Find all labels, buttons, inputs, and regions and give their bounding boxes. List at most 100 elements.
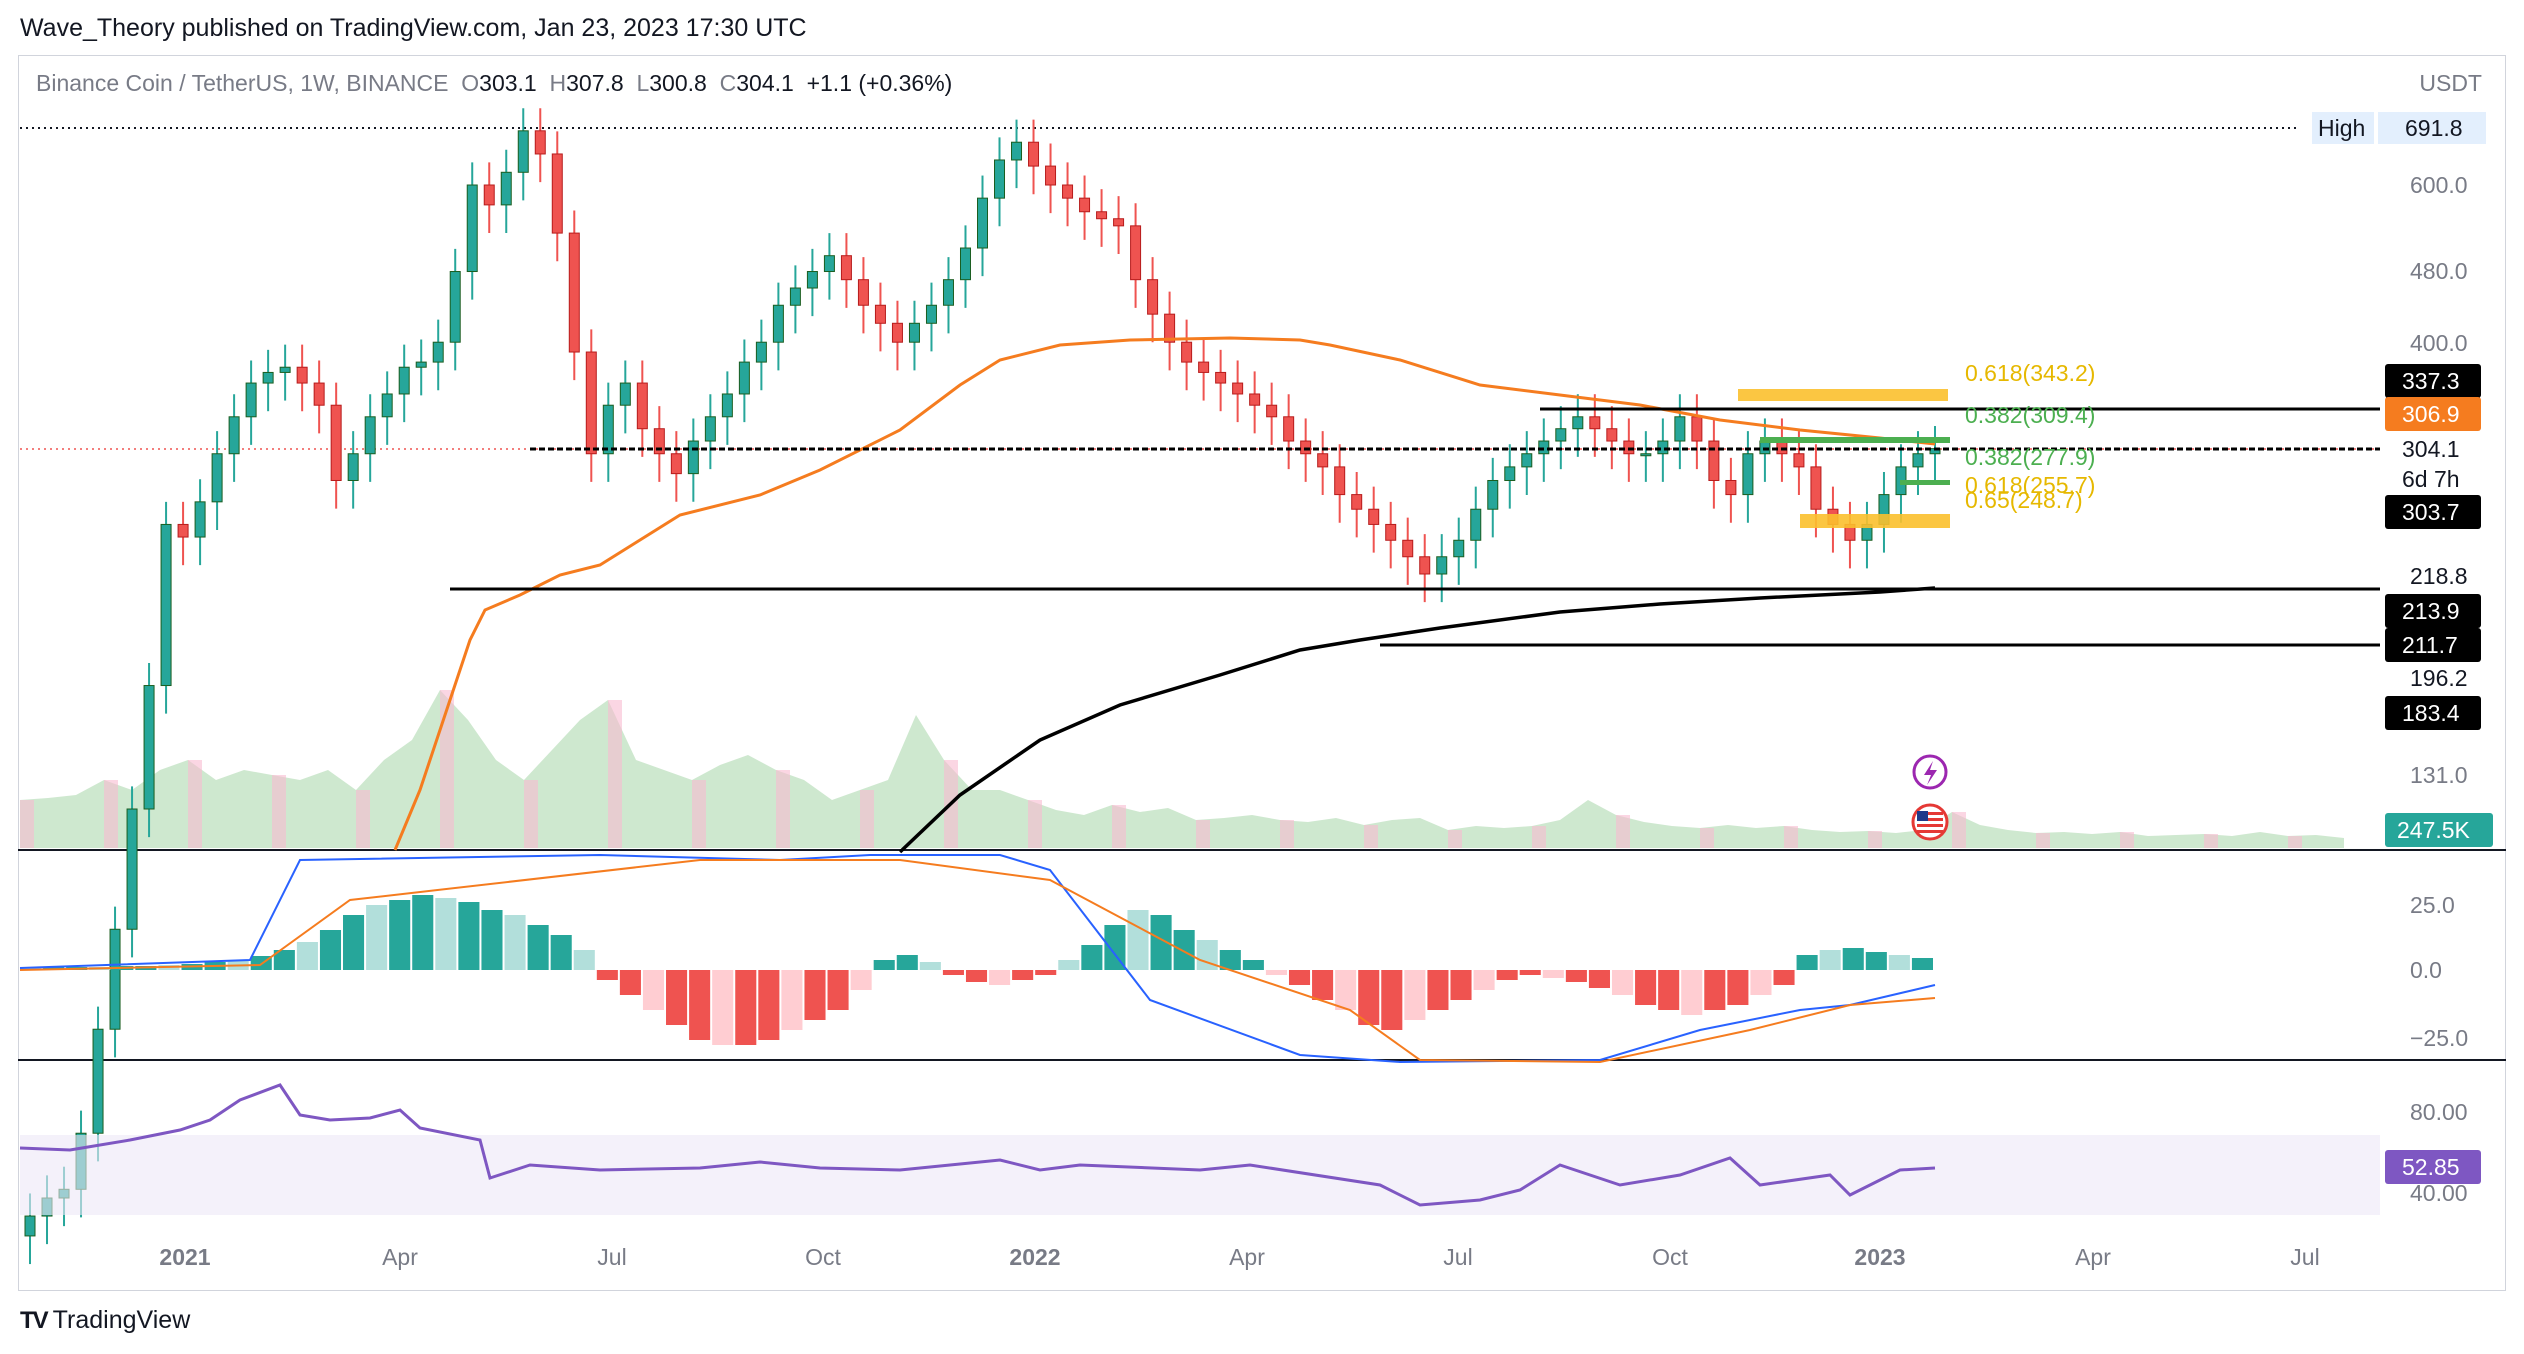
macd-bar bbox=[1381, 970, 1403, 1030]
signal-line bbox=[19, 859, 1936, 1064]
price-axis-tick: 218.8 bbox=[2410, 563, 2468, 589]
symbol-legend: Binance Coin / TetherUS, 1W, BINANCE O30… bbox=[36, 70, 953, 96]
candle bbox=[262, 371, 274, 384]
price-axis-tick: 480.0 bbox=[2410, 258, 2468, 284]
volume-bar bbox=[104, 780, 118, 848]
macd-bar bbox=[989, 970, 1011, 985]
macd-axis-tick: 0.0 bbox=[2410, 957, 2442, 983]
symbol-name[interactable]: Binance Coin / TetherUS, 1W, BINANCE bbox=[36, 70, 449, 96]
macd-bar bbox=[1335, 970, 1357, 1010]
published-by: Wave_Theory published on TradingView.com… bbox=[20, 14, 807, 42]
macd-bar bbox=[1288, 970, 1311, 985]
volume-bar bbox=[1532, 826, 1546, 848]
brand-name: TradingView bbox=[52, 1306, 191, 1334]
volume-bar bbox=[776, 770, 790, 848]
price-axis-tick: 400.0 bbox=[2410, 330, 2468, 356]
candle bbox=[721, 393, 733, 418]
candle bbox=[1521, 453, 1533, 468]
candle bbox=[1334, 466, 1346, 496]
currency-unit[interactable]: USDT bbox=[2419, 70, 2482, 96]
candle bbox=[194, 501, 206, 538]
candle bbox=[330, 404, 342, 481]
candle bbox=[1419, 556, 1431, 575]
lightning-icon-bolt bbox=[1924, 761, 1937, 785]
macd-bar bbox=[781, 970, 803, 1030]
macd-bar bbox=[1865, 952, 1887, 970]
macd-bar bbox=[758, 970, 780, 1040]
candle bbox=[823, 255, 835, 273]
volume-bar bbox=[440, 690, 454, 848]
price-tag-value: 183.4 bbox=[2402, 700, 2460, 726]
fib-zone-golden-lower bbox=[1800, 514, 1950, 528]
macd-bar bbox=[1035, 970, 1057, 975]
volume-bar bbox=[2120, 832, 2134, 848]
open-value: 303.1 bbox=[479, 70, 537, 96]
price-tag-value: 211.7 bbox=[2402, 632, 2458, 658]
rsi-axis-tick: 80.00 bbox=[2410, 1099, 2468, 1125]
price-tag: 183.4 bbox=[2385, 696, 2481, 730]
high-value-bg bbox=[2378, 112, 2486, 144]
fib-zone-green-lower bbox=[1900, 480, 1950, 485]
macd-bar bbox=[666, 970, 688, 1025]
fib-label: 0.618(255.7) bbox=[1965, 472, 2095, 498]
candle bbox=[279, 366, 291, 373]
ma50-line bbox=[393, 336, 1936, 851]
time-axis-label: Oct bbox=[805, 1244, 841, 1270]
rsi-line bbox=[19, 1083, 1936, 1207]
candle bbox=[1793, 453, 1805, 468]
price-tag-bg bbox=[2385, 495, 2481, 529]
price-tag-bg bbox=[2385, 696, 2481, 730]
volume-bar bbox=[2204, 834, 2218, 848]
candle bbox=[109, 928, 121, 1030]
tradingview-brand[interactable]: TV TradingView bbox=[20, 1306, 190, 1335]
chart-frame bbox=[18, 55, 2506, 1291]
fib-label: 0.382(277.9) bbox=[1965, 444, 2095, 470]
candle bbox=[1232, 382, 1244, 395]
price-tag: 304.1 bbox=[2385, 432, 2481, 466]
volume-bar bbox=[1364, 825, 1378, 848]
candle bbox=[959, 247, 971, 281]
macd-bar bbox=[1312, 970, 1334, 1000]
us-flag-ring bbox=[1911, 803, 1949, 841]
time-axis-label: 2023 bbox=[1854, 1244, 1905, 1270]
candle bbox=[1555, 428, 1567, 442]
candle bbox=[432, 341, 444, 363]
candle bbox=[1708, 440, 1720, 481]
macd-bar bbox=[1127, 910, 1149, 970]
volume-series bbox=[20, 690, 2344, 848]
price-tag-value: 213.9 bbox=[2402, 598, 2460, 624]
macd-bar bbox=[1611, 970, 1634, 995]
macd-bar bbox=[1104, 925, 1126, 970]
candle bbox=[347, 453, 359, 481]
candle bbox=[704, 416, 716, 442]
macd-line bbox=[19, 853, 1936, 1064]
macd-bar bbox=[1404, 970, 1426, 1020]
candle bbox=[1079, 197, 1091, 213]
us-flag-stripe bbox=[1917, 812, 1943, 815]
macd-histogram bbox=[20, 895, 1933, 1045]
macd-bar bbox=[1265, 970, 1287, 975]
macd-bar bbox=[735, 970, 757, 1045]
volume-bar bbox=[1196, 820, 1210, 848]
macd-bar bbox=[827, 970, 849, 1010]
macd-bar bbox=[1196, 940, 1218, 970]
candle bbox=[585, 351, 597, 455]
candle bbox=[1249, 393, 1261, 406]
macd-bar bbox=[873, 960, 895, 970]
macd-bar bbox=[942, 970, 964, 975]
time-axis-label: Oct bbox=[1652, 1244, 1688, 1270]
candle bbox=[500, 171, 512, 206]
candle bbox=[1810, 466, 1822, 510]
volume-bar bbox=[1280, 820, 1294, 848]
macd-bar bbox=[1496, 970, 1518, 980]
volume-bar bbox=[692, 780, 706, 848]
macd-bar bbox=[1427, 970, 1449, 1010]
fib-label: 0.65(248.7) bbox=[1965, 487, 2083, 513]
macd-bar bbox=[1750, 970, 1772, 995]
candle bbox=[381, 393, 393, 418]
macd-bar bbox=[573, 950, 595, 970]
macd-bar bbox=[296, 942, 318, 970]
macd-bar bbox=[642, 970, 665, 1010]
candle bbox=[534, 130, 546, 155]
